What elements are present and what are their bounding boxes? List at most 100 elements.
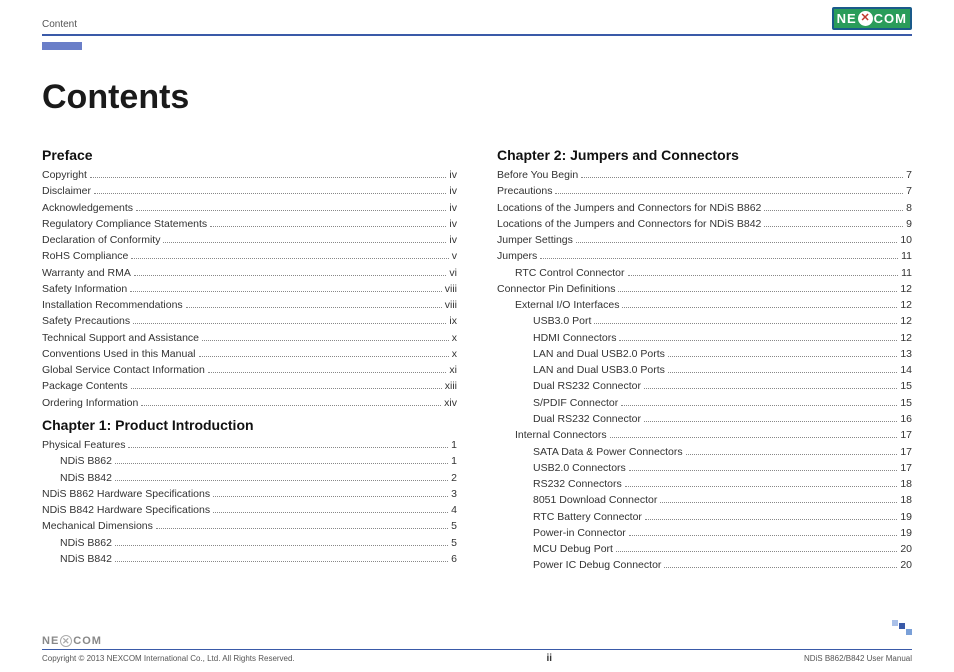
toc-entry[interactable]: Declaration of Conformityiv xyxy=(42,232,457,248)
toc-entry-page: x xyxy=(452,330,457,346)
toc-leader-dots xyxy=(136,210,446,211)
toc-entry-label: Safety Information xyxy=(42,281,127,297)
toc-entry[interactable]: RS232 Connectors18 xyxy=(497,476,912,492)
toc-column-right: Chapter 2: Jumpers and ConnectorsBefore … xyxy=(497,141,912,574)
toc-entry-page: iv xyxy=(449,216,457,232)
toc-leader-dots xyxy=(576,242,897,243)
toc-entry-page: 17 xyxy=(900,427,912,443)
toc-entry[interactable]: Power-in Connector19 xyxy=(497,525,912,541)
toc-section-heading: Chapter 1: Product Introduction xyxy=(42,417,457,433)
toc-entry[interactable]: LAN and Dual USB3.0 Ports14 xyxy=(497,362,912,378)
toc-leader-dots xyxy=(664,567,897,568)
toc-entry[interactable]: Connector Pin Definitions12 xyxy=(497,281,912,297)
toc-entry[interactable]: MCU Debug Port20 xyxy=(497,541,912,557)
toc-leader-dots xyxy=(115,480,448,481)
toc-entry[interactable]: Mechanical Dimensions5 xyxy=(42,518,457,534)
toc-entry-label: Global Service Contact Information xyxy=(42,362,205,378)
toc-column-left: PrefaceCopyrightivDisclaimerivAcknowledg… xyxy=(42,141,457,574)
toc-entry[interactable]: Global Service Contact Informationxi xyxy=(42,362,457,378)
toc-entry[interactable]: Before You Begin7 xyxy=(497,167,912,183)
toc-entry-page: 7 xyxy=(906,183,912,199)
toc-entry[interactable]: Copyrightiv xyxy=(42,167,457,183)
toc-entry-label: LAN and Dual USB2.0 Ports xyxy=(533,346,665,362)
toc-entry-page: 17 xyxy=(900,460,912,476)
toc-entry[interactable]: Package Contentsxiii xyxy=(42,378,457,394)
toc-entry[interactable]: RTC Control Connector11 xyxy=(497,265,912,281)
toc-entry[interactable]: Locations of the Jumpers and Connectors … xyxy=(497,216,912,232)
toc-entry-page: iv xyxy=(449,232,457,248)
logo-text-left: NE xyxy=(837,11,857,26)
toc-leader-dots xyxy=(134,275,447,276)
toc-entry[interactable]: NDiS B842 Hardware Specifications4 xyxy=(42,502,457,518)
toc-entry-label: Disclaimer xyxy=(42,183,91,199)
header-rule xyxy=(42,34,912,36)
toc-entry[interactable]: Locations of the Jumpers and Connectors … xyxy=(497,200,912,216)
page-footer: NE✕COM Copyright © 2013 NEXCOM Internati… xyxy=(0,635,954,664)
brand-logo: NE ✕ COM xyxy=(832,7,912,30)
toc-entry-page: 11 xyxy=(901,248,912,264)
toc-leader-dots xyxy=(622,307,897,308)
toc-entry[interactable]: NDiS B8426 xyxy=(42,551,457,567)
toc-entry[interactable]: LAN and Dual USB2.0 Ports13 xyxy=(497,346,912,362)
toc-entry-label: Ordering Information xyxy=(42,395,138,411)
toc-entry-label: RoHS Compliance xyxy=(42,248,128,264)
toc-entry[interactable]: Jumper Settings10 xyxy=(497,232,912,248)
footer-page-number: ii xyxy=(547,653,553,664)
toc-entry[interactable]: Technical Support and Assistancex xyxy=(42,330,457,346)
toc-entry[interactable]: Ordering Informationxiv xyxy=(42,395,457,411)
toc-entry[interactable]: External I/O Interfaces12 xyxy=(497,297,912,313)
page-header: Content NE ✕ COM xyxy=(0,0,954,34)
toc-entry-page: 7 xyxy=(906,167,912,183)
header-section-label: Content xyxy=(42,19,77,30)
toc-entry[interactable]: Precautions7 xyxy=(497,183,912,199)
toc-entry[interactable]: Conventions Used in this Manualx xyxy=(42,346,457,362)
toc-entry[interactable]: Regulatory Compliance Statements iv xyxy=(42,216,457,232)
toc-entry-label: Acknowledgements xyxy=(42,200,133,216)
toc-entry[interactable]: Power IC Debug Connector20 xyxy=(497,557,912,573)
toc-entry[interactable]: Dual RS232 Connector16 xyxy=(497,411,912,427)
toc-entry-page: 19 xyxy=(900,509,912,525)
toc-leader-dots xyxy=(555,193,903,194)
toc-entry-page: 15 xyxy=(900,395,912,411)
toc-entry-page: 18 xyxy=(900,476,912,492)
toc-leader-dots xyxy=(210,226,446,227)
toc-entry[interactable]: NDiS B862 Hardware Specifications3 xyxy=(42,486,457,502)
toc-entry-page: 1 xyxy=(451,453,457,469)
toc-columns: PrefaceCopyrightivDisclaimerivAcknowledg… xyxy=(0,141,954,574)
toc-entry[interactable]: RTC Battery Connector19 xyxy=(497,509,912,525)
toc-entry-page: vi xyxy=(449,265,457,281)
toc-entry-page: x xyxy=(452,346,457,362)
toc-entry[interactable]: NDiS B8621 xyxy=(42,453,457,469)
toc-entry[interactable]: Physical Features1 xyxy=(42,437,457,453)
toc-entry[interactable]: USB2.0 Connectors17 xyxy=(497,460,912,476)
toc-entry-label: USB3.0 Port xyxy=(533,313,591,329)
toc-entry[interactable]: Installation Recommendationsviii xyxy=(42,297,457,313)
toc-entry-label: External I/O Interfaces xyxy=(515,297,619,313)
toc-entry[interactable]: 8051 Download Connector18 xyxy=(497,492,912,508)
toc-entry[interactable]: NDiS B8625 xyxy=(42,535,457,551)
toc-entry[interactable]: USB3.0 Port12 xyxy=(497,313,912,329)
toc-leader-dots xyxy=(594,323,897,324)
toc-leader-dots xyxy=(764,210,903,211)
toc-entry[interactable]: SATA Data & Power Connectors17 xyxy=(497,444,912,460)
toc-section-heading: Preface xyxy=(42,147,457,163)
toc-entry[interactable]: Disclaimeriv xyxy=(42,183,457,199)
toc-entry[interactable]: S/PDIF Connector15 xyxy=(497,395,912,411)
toc-entry[interactable]: Safety Precautionsix xyxy=(42,313,457,329)
toc-entry[interactable]: Internal Connectors17 xyxy=(497,427,912,443)
toc-leader-dots xyxy=(616,551,897,552)
toc-leader-dots xyxy=(213,512,448,513)
toc-entry[interactable]: Acknowledgementsiv xyxy=(42,200,457,216)
toc-entry[interactable]: Jumpers11 xyxy=(497,248,912,264)
toc-entry-label: RTC Control Connector xyxy=(515,265,625,281)
toc-entry[interactable]: Safety Informationviii xyxy=(42,281,457,297)
toc-leader-dots xyxy=(644,421,897,422)
toc-entry[interactable]: Dual RS232 Connector15 xyxy=(497,378,912,394)
toc-entry-page: 6 xyxy=(451,551,457,567)
toc-entry[interactable]: RoHS Compliancev xyxy=(42,248,457,264)
toc-entry[interactable]: Warranty and RMAvi xyxy=(42,265,457,281)
toc-entry[interactable]: NDiS B8422 xyxy=(42,470,457,486)
toc-entry[interactable]: HDMI Connectors12 xyxy=(497,330,912,346)
toc-entry-label: NDiS B842 xyxy=(60,470,112,486)
toc-entry-label: Regulatory Compliance Statements xyxy=(42,216,207,232)
